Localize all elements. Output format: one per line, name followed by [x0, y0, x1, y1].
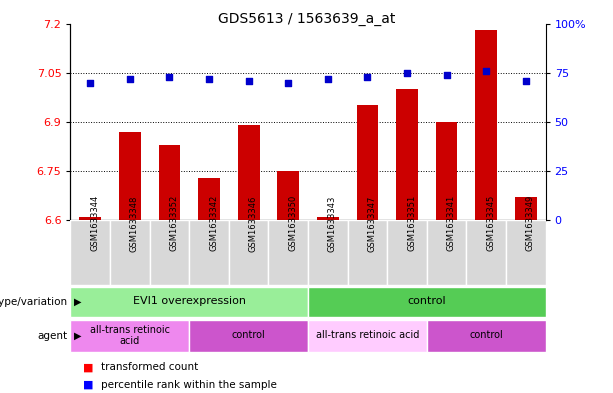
Point: [323, 75, 333, 82]
Bar: [308, 220, 348, 285]
Bar: [308, 286, 546, 317]
Bar: [436, 122, 457, 220]
Point: [402, 70, 412, 76]
Bar: [348, 220, 387, 285]
Bar: [150, 220, 189, 285]
Text: ■: ■: [83, 380, 93, 390]
Bar: [80, 217, 101, 220]
Bar: [238, 125, 259, 220]
Bar: [427, 220, 466, 285]
Text: control: control: [408, 296, 446, 306]
Text: GSM1633346: GSM1633346: [249, 195, 257, 252]
Bar: [277, 171, 299, 220]
Text: genotype/variation: genotype/variation: [0, 297, 67, 307]
Text: agent: agent: [37, 331, 67, 341]
Bar: [70, 320, 189, 352]
Bar: [515, 197, 536, 220]
Bar: [189, 220, 229, 285]
Bar: [357, 105, 378, 220]
Bar: [198, 178, 220, 220]
Text: GSM1633351: GSM1633351: [407, 195, 416, 252]
Text: ■: ■: [83, 362, 93, 373]
Bar: [119, 132, 141, 220]
Bar: [427, 320, 546, 352]
Point: [85, 79, 95, 86]
Text: GSM1633350: GSM1633350: [288, 195, 297, 252]
Bar: [396, 89, 418, 220]
Point: [521, 77, 531, 84]
Bar: [308, 320, 427, 352]
Bar: [466, 220, 506, 285]
Point: [283, 79, 293, 86]
Text: ▶: ▶: [74, 331, 81, 341]
Bar: [70, 286, 308, 317]
Text: all-trans retinoic
acid: all-trans retinoic acid: [90, 325, 170, 346]
Text: GSM1633352: GSM1633352: [169, 195, 178, 252]
Bar: [317, 217, 339, 220]
Bar: [387, 220, 427, 285]
Text: ▶: ▶: [74, 297, 81, 307]
Point: [481, 68, 491, 74]
Bar: [110, 220, 150, 285]
Text: GSM1633344: GSM1633344: [90, 195, 99, 252]
Point: [164, 73, 174, 80]
Bar: [475, 30, 497, 220]
Point: [442, 72, 452, 78]
Bar: [189, 320, 308, 352]
Text: percentile rank within the sample: percentile rank within the sample: [101, 380, 277, 390]
Bar: [229, 220, 268, 285]
Text: control: control: [470, 330, 503, 340]
Text: GDS5613 / 1563639_a_at: GDS5613 / 1563639_a_at: [218, 12, 395, 26]
Bar: [159, 145, 180, 220]
Point: [125, 75, 135, 82]
Text: GSM1633349: GSM1633349: [526, 195, 535, 252]
Point: [204, 75, 214, 82]
Text: GSM1633345: GSM1633345: [486, 195, 495, 252]
Text: control: control: [232, 330, 265, 340]
Bar: [268, 220, 308, 285]
Text: GSM1633342: GSM1633342: [209, 195, 218, 252]
Point: [244, 77, 254, 84]
Text: GSM1633347: GSM1633347: [367, 195, 376, 252]
Text: GSM1633341: GSM1633341: [447, 195, 455, 252]
Text: EVI1 overexpression: EVI1 overexpression: [133, 296, 246, 306]
Bar: [70, 220, 110, 285]
Point: [362, 73, 372, 80]
Text: GSM1633343: GSM1633343: [328, 195, 337, 252]
Text: GSM1633348: GSM1633348: [130, 195, 139, 252]
Text: all-trans retinoic acid: all-trans retinoic acid: [316, 330, 419, 340]
Bar: [506, 220, 546, 285]
Text: transformed count: transformed count: [101, 362, 199, 373]
